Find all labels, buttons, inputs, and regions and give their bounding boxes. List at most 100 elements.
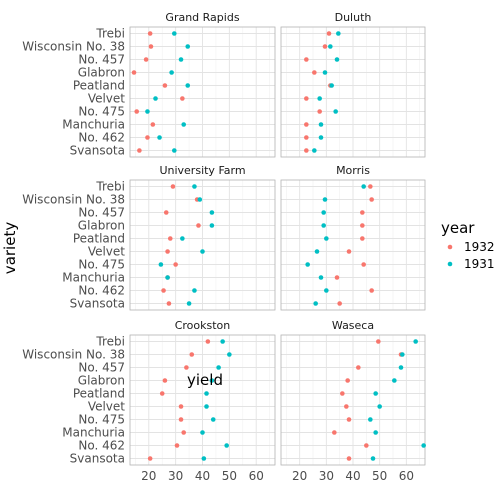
x-tick-label: 40 xyxy=(195,469,210,483)
y-tick-label: No. 462 xyxy=(78,439,125,453)
panel-border xyxy=(280,26,426,158)
point-1932 xyxy=(196,223,201,228)
point-1932 xyxy=(162,378,168,383)
point-1932 xyxy=(326,31,332,36)
y-tick-label: Wisconsin No. 38 xyxy=(22,40,125,54)
strip-background xyxy=(130,160,275,179)
legend-key-1931 xyxy=(447,261,453,267)
strip-background xyxy=(281,315,425,334)
point-1932 xyxy=(360,223,365,228)
point-1931 xyxy=(322,197,328,202)
point-1931 xyxy=(373,391,378,396)
point-1931 xyxy=(180,236,185,241)
y-tick-label: No. 462 xyxy=(78,131,125,145)
y-tick-label: No. 475 xyxy=(78,105,125,119)
point-1931 xyxy=(313,301,318,306)
point-1932 xyxy=(163,210,169,215)
point-1932 xyxy=(368,184,373,189)
y-tick-label: No. 457 xyxy=(78,206,125,220)
y-tick-label: Manchuria xyxy=(62,271,125,285)
point-1931 xyxy=(324,288,329,293)
point-1932 xyxy=(337,301,342,306)
point-1931 xyxy=(209,378,215,383)
point-1932 xyxy=(304,148,309,153)
point-1932 xyxy=(360,210,365,215)
point-1932 xyxy=(131,70,137,75)
x-axis-title: yield xyxy=(187,371,223,389)
point-1932 xyxy=(145,135,150,140)
x-tick-label: 50 xyxy=(222,469,237,483)
y-tick-label: Wisconsin No. 38 xyxy=(22,193,125,207)
y-tick-label: Wisconsin No. 38 xyxy=(22,348,125,362)
point-1932 xyxy=(304,135,309,140)
point-1931 xyxy=(220,339,225,344)
point-1932 xyxy=(369,197,374,202)
point-1932 xyxy=(322,44,328,49)
point-1932 xyxy=(178,417,184,422)
legend: year 1932 1931 xyxy=(441,219,495,271)
strip-label: Crookston xyxy=(175,319,231,332)
point-1931 xyxy=(312,148,317,153)
point-1932 xyxy=(346,417,352,422)
point-1931 xyxy=(181,122,187,127)
point-1931 xyxy=(318,135,324,140)
point-1931 xyxy=(192,184,197,189)
point-1932 xyxy=(304,57,309,62)
point-1932 xyxy=(189,352,195,357)
point-1932 xyxy=(376,339,381,344)
y-tick-label: Trebi xyxy=(95,180,125,194)
x-tick-label: 20 xyxy=(141,469,156,483)
point-1932 xyxy=(304,96,309,101)
panel-border xyxy=(280,334,426,466)
point-1931 xyxy=(370,456,376,461)
point-1932 xyxy=(166,301,172,306)
point-1931 xyxy=(201,456,207,461)
point-1931 xyxy=(185,83,191,88)
point-1931 xyxy=(178,57,184,62)
point-1931 xyxy=(361,184,366,189)
point-1931 xyxy=(329,83,334,88)
y-tick-label: Trebi xyxy=(95,335,125,349)
point-1932 xyxy=(346,249,352,254)
point-1931 xyxy=(224,443,229,448)
x-tick-label: 30 xyxy=(319,469,334,483)
point-1932 xyxy=(340,391,345,396)
panel-border xyxy=(129,26,276,158)
point-1932 xyxy=(173,262,178,267)
point-1931 xyxy=(204,391,209,396)
point-1932 xyxy=(159,391,165,396)
point-1932 xyxy=(150,122,156,127)
y-tick-label: Glabron xyxy=(78,374,125,388)
point-1932 xyxy=(184,365,189,370)
point-1931 xyxy=(157,135,162,140)
x-tick-label: 40 xyxy=(345,469,360,483)
strip-label: Waseca xyxy=(332,319,374,332)
y-tick-label: Velvet xyxy=(88,245,125,259)
point-1931 xyxy=(227,352,232,357)
point-1932 xyxy=(165,249,170,254)
point-1932 xyxy=(364,443,369,448)
panel-morris: Morris xyxy=(280,160,426,311)
point-1931 xyxy=(368,417,373,422)
point-1932 xyxy=(147,31,153,36)
panel-border xyxy=(129,334,276,466)
point-1931 xyxy=(321,210,326,215)
point-1932 xyxy=(167,236,173,241)
point-1931 xyxy=(145,109,150,114)
panel-waseca: Waseca 20 30 40 50 60 xyxy=(280,315,426,483)
point-1931 xyxy=(192,288,197,293)
y-tick-label: Trebi xyxy=(95,27,125,41)
point-1932 xyxy=(334,275,340,280)
y-tick-label: No. 475 xyxy=(78,413,125,427)
point-1931 xyxy=(318,275,324,280)
y-tick-label: Manchuria xyxy=(62,426,125,440)
point-1931 xyxy=(317,96,322,101)
y-tick-label: Svansota xyxy=(70,452,125,466)
point-1932 xyxy=(143,57,149,62)
strip-label: Morris xyxy=(336,164,370,177)
point-1931 xyxy=(200,430,205,435)
point-1932 xyxy=(181,430,187,435)
